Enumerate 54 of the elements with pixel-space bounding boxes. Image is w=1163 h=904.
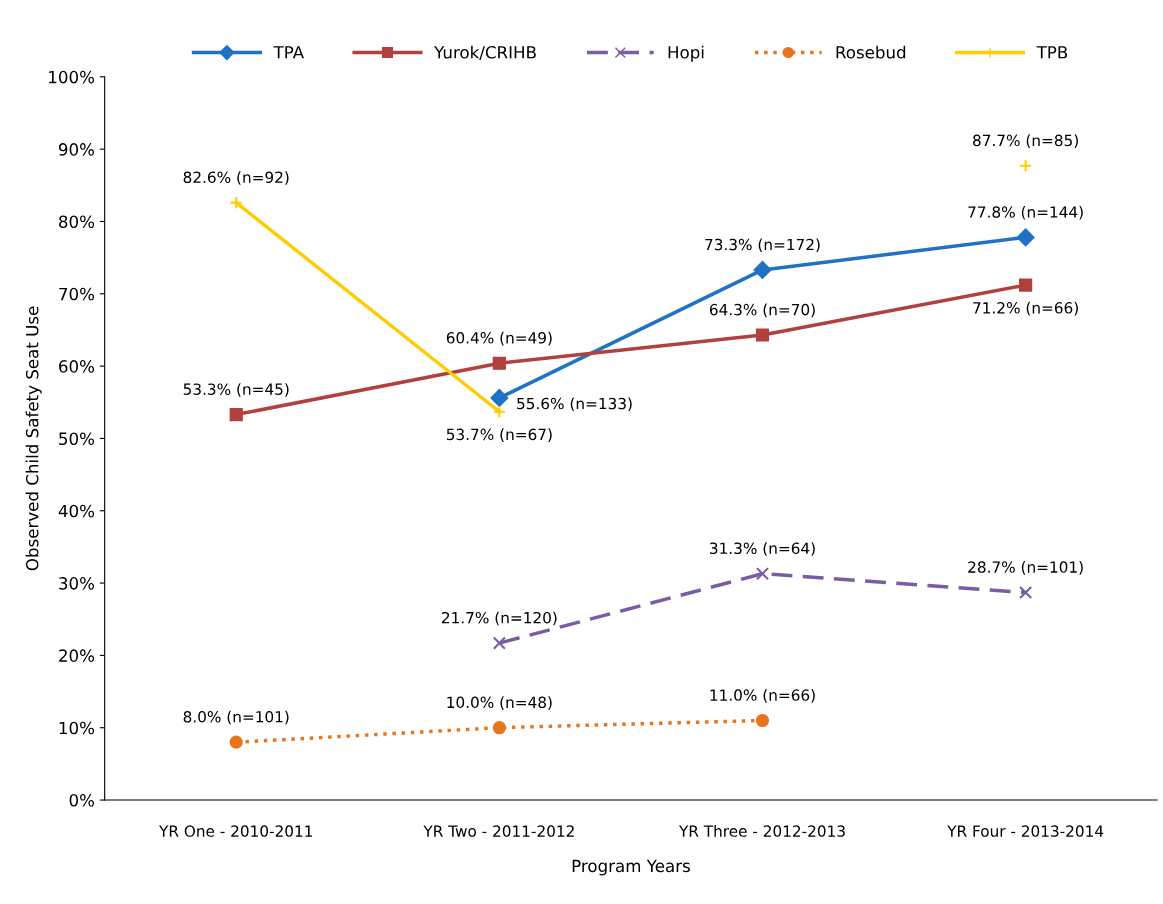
y-tick-label: 20% (59, 649, 95, 662)
point (492, 405, 506, 419)
x-tick-label: YR Three - 2012-2013 (678, 825, 845, 837)
point (1019, 278, 1033, 292)
data-label: 8.0% (n=101) (183, 710, 289, 725)
data-label: 11.0% (n=66) (710, 689, 815, 703)
data-label: 73.3% (n=172) (705, 238, 820, 253)
point (755, 567, 770, 581)
data-label: 82.6% (n=92) (183, 171, 289, 185)
data-label: 53.7% (n=67) (446, 428, 552, 442)
point (492, 356, 506, 370)
data-label: 31.3% (n=64) (710, 542, 815, 556)
data-label: 28.7% (n=101) (968, 561, 1083, 575)
x-tick-label: YR One - 2010-2011 (159, 825, 313, 837)
data-label: 71.2% (n=66) (973, 301, 1078, 316)
data-label: 55.6% (n=133) (517, 397, 632, 412)
legend-label: TPA (273, 46, 304, 59)
data-label: 53.3% (n=45) (183, 383, 289, 397)
y-tick-label: 40% (58, 504, 95, 518)
legend-label: Rosebud (836, 45, 906, 59)
y-tick-label: 50% (59, 432, 95, 446)
point (492, 721, 506, 735)
point (1016, 228, 1035, 247)
y-axis-title: Observed Child Safety Seat Use (25, 306, 42, 571)
legend-label: TPB (1036, 46, 1068, 59)
y-tick-label: 30% (59, 577, 95, 590)
point (490, 389, 509, 407)
data-label: 21.7% (n=120) (442, 611, 557, 626)
y-tick-label: 100% (49, 70, 95, 84)
point (229, 196, 243, 210)
y-tick-label: 10% (59, 721, 95, 735)
y-tick-label: 90% (58, 143, 95, 156)
y-tick-label: 60% (59, 360, 95, 373)
point (1019, 159, 1033, 173)
point (755, 713, 770, 728)
point (1019, 585, 1033, 600)
y-tick-label: 70% (59, 287, 95, 301)
data-label: 87.7% (n=85) (973, 134, 1078, 148)
data-label: 60.4% (n=49) (446, 331, 552, 346)
point (229, 407, 243, 422)
point (492, 636, 506, 650)
data-label: 64.3% (n=70) (709, 303, 815, 318)
y-tick-label: 80% (59, 215, 95, 229)
y-tick-label: 0% (69, 794, 95, 807)
point (753, 261, 772, 279)
x-axis-title: Program Years (572, 859, 690, 876)
data-label: 77.8% (n=144) (968, 205, 1083, 220)
legend-label: Hopi (668, 45, 704, 62)
x-tick-label: YR Two - 2011-2012 (423, 825, 574, 837)
point (755, 328, 770, 342)
point (229, 735, 243, 749)
data-label: 10.0% (n=48) (447, 696, 552, 710)
legend-label: Yurok/CRIHB (434, 45, 536, 60)
x-tick-label: YR Four - 2013-2014 (947, 825, 1104, 837)
